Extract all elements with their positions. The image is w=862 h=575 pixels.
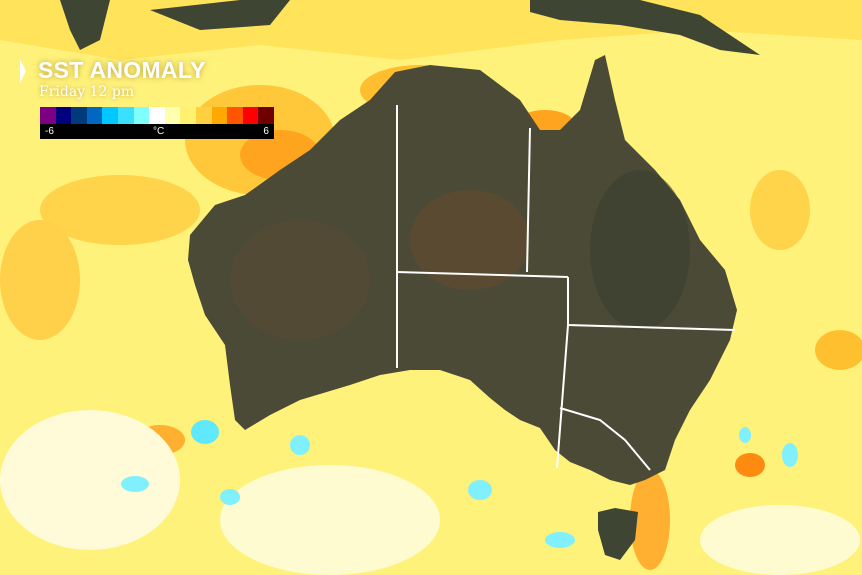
color-swatch (227, 107, 243, 124)
color-swatch (149, 107, 165, 124)
scale-unit-label: °C (153, 126, 165, 137)
scale-max-label: 6 (263, 126, 269, 137)
map-subtitle: Friday 12 pm (39, 84, 135, 100)
color-scale: -6 °C 6 (40, 107, 274, 139)
color-swatch (55, 107, 72, 124)
color-swatch (86, 107, 103, 124)
color-swatch (180, 107, 196, 124)
state-borders (396, 105, 736, 471)
scale-min-label: -6 (45, 126, 54, 137)
sst-legend: SST ANOMALY Friday 12 pm -6 °C 6 (20, 57, 274, 139)
australia-landmass (188, 55, 737, 560)
color-swatch (211, 107, 228, 124)
color-swatch (40, 107, 56, 124)
tasmania (598, 508, 638, 560)
color-swatch (117, 107, 134, 124)
color-swatch (242, 107, 259, 124)
color-swatches (40, 107, 274, 124)
expand-arrow-icon[interactable] (20, 59, 26, 83)
color-swatch (133, 107, 150, 124)
color-swatch (71, 107, 87, 124)
color-swatch (164, 107, 181, 124)
new-guinea-landmass (60, 0, 760, 55)
map-title: SST ANOMALY (38, 57, 206, 83)
color-swatch (195, 107, 212, 124)
color-swatch (102, 107, 118, 124)
color-swatch (258, 107, 274, 124)
